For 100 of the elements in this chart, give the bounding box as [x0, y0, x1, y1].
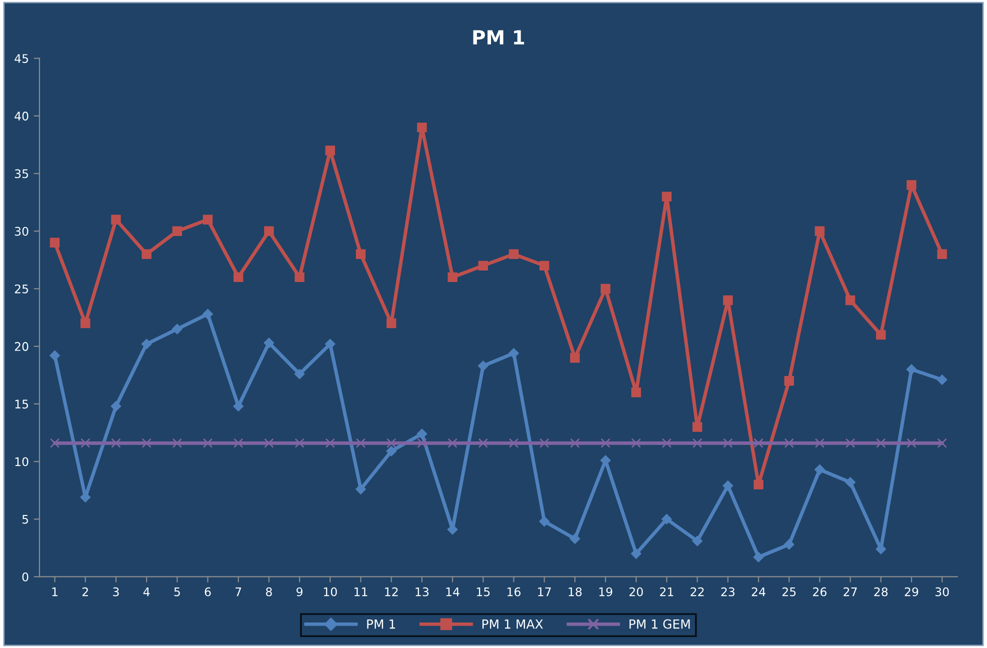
point	[386, 318, 396, 328]
x-tick-label: 9	[296, 587, 302, 596]
point	[202, 308, 213, 320]
chart-title: PM 1	[473, 30, 524, 44]
y-tick-label: 10	[15, 457, 28, 466]
point	[416, 428, 428, 439]
point	[356, 438, 366, 448]
x-tick-label: 5	[174, 588, 180, 596]
point	[448, 438, 458, 448]
point	[417, 122, 427, 132]
point	[784, 376, 794, 386]
legend-label: PM 1 MAX	[482, 619, 543, 629]
point	[142, 438, 152, 448]
point	[723, 295, 733, 306]
point	[937, 438, 947, 448]
point	[570, 438, 580, 448]
point	[906, 364, 917, 374]
point	[80, 318, 90, 328]
point	[356, 484, 366, 494]
point	[784, 539, 794, 550]
point	[508, 249, 519, 260]
x-tick-label: 3	[113, 587, 119, 596]
point	[325, 146, 336, 156]
y-tick-label: 30	[14, 226, 28, 236]
point	[539, 516, 550, 527]
point	[508, 438, 519, 448]
point	[692, 422, 702, 432]
x-tick-label: 28	[874, 587, 888, 596]
point	[294, 368, 305, 380]
x-tick-label: 1	[52, 588, 58, 596]
point	[936, 374, 948, 385]
point	[234, 272, 244, 282]
x-tick-label: 20	[629, 587, 643, 596]
point	[876, 438, 886, 448]
point	[478, 260, 488, 271]
y-tick-label: 35	[14, 169, 28, 178]
point	[417, 438, 427, 448]
point	[662, 514, 672, 524]
y-tick-label: 20	[14, 342, 28, 351]
x-tick-label: 27	[844, 587, 857, 596]
point	[294, 272, 304, 282]
point	[80, 438, 90, 448]
point	[570, 534, 580, 544]
point	[539, 260, 550, 271]
y-tick-label: 15	[15, 400, 28, 409]
point	[662, 192, 672, 202]
point	[600, 438, 610, 448]
point	[570, 352, 580, 363]
point	[814, 438, 825, 448]
x-tick-label: 4	[143, 588, 150, 596]
point	[692, 438, 702, 448]
point	[172, 226, 182, 236]
y-tick-label: 40	[14, 112, 28, 121]
point	[264, 338, 274, 348]
point	[906, 180, 916, 190]
point	[111, 438, 121, 448]
point	[814, 226, 825, 236]
x-tick-label: 23	[721, 587, 734, 596]
point	[906, 438, 916, 448]
point	[325, 438, 336, 448]
x-tick-label: 16	[508, 587, 520, 596]
point	[294, 438, 304, 448]
x-tick-label: 25	[782, 587, 796, 596]
point	[386, 446, 396, 456]
point	[754, 480, 764, 490]
point	[234, 438, 244, 448]
point	[172, 324, 182, 334]
point	[142, 249, 152, 260]
x-tick-label: 30	[935, 587, 949, 596]
x-tick-label: 6	[204, 587, 211, 596]
point	[539, 438, 550, 448]
point	[754, 438, 764, 448]
point	[753, 552, 764, 562]
x-tick-label: 24	[752, 587, 766, 596]
x-tick-label: 8	[266, 587, 272, 596]
point	[50, 350, 60, 361]
point	[814, 464, 825, 475]
x-tick-label: 2	[82, 587, 88, 596]
point	[478, 360, 488, 372]
point	[600, 284, 610, 294]
y-tick-label: 45	[14, 54, 28, 63]
point	[876, 330, 886, 340]
x-tick-label: 14	[446, 588, 460, 596]
point	[356, 249, 366, 260]
point	[478, 438, 488, 448]
point	[845, 295, 856, 306]
point	[692, 536, 702, 546]
point	[631, 388, 641, 398]
point	[233, 401, 244, 412]
point	[111, 214, 121, 224]
point	[264, 438, 274, 448]
point	[50, 238, 60, 248]
point	[631, 548, 642, 559]
x-tick-label: 10	[324, 587, 337, 596]
point	[845, 438, 856, 448]
point	[172, 438, 182, 448]
point	[508, 348, 519, 358]
x-tick-label: 17	[538, 588, 551, 596]
x-tick-label: 15	[476, 588, 490, 596]
point	[722, 480, 734, 491]
